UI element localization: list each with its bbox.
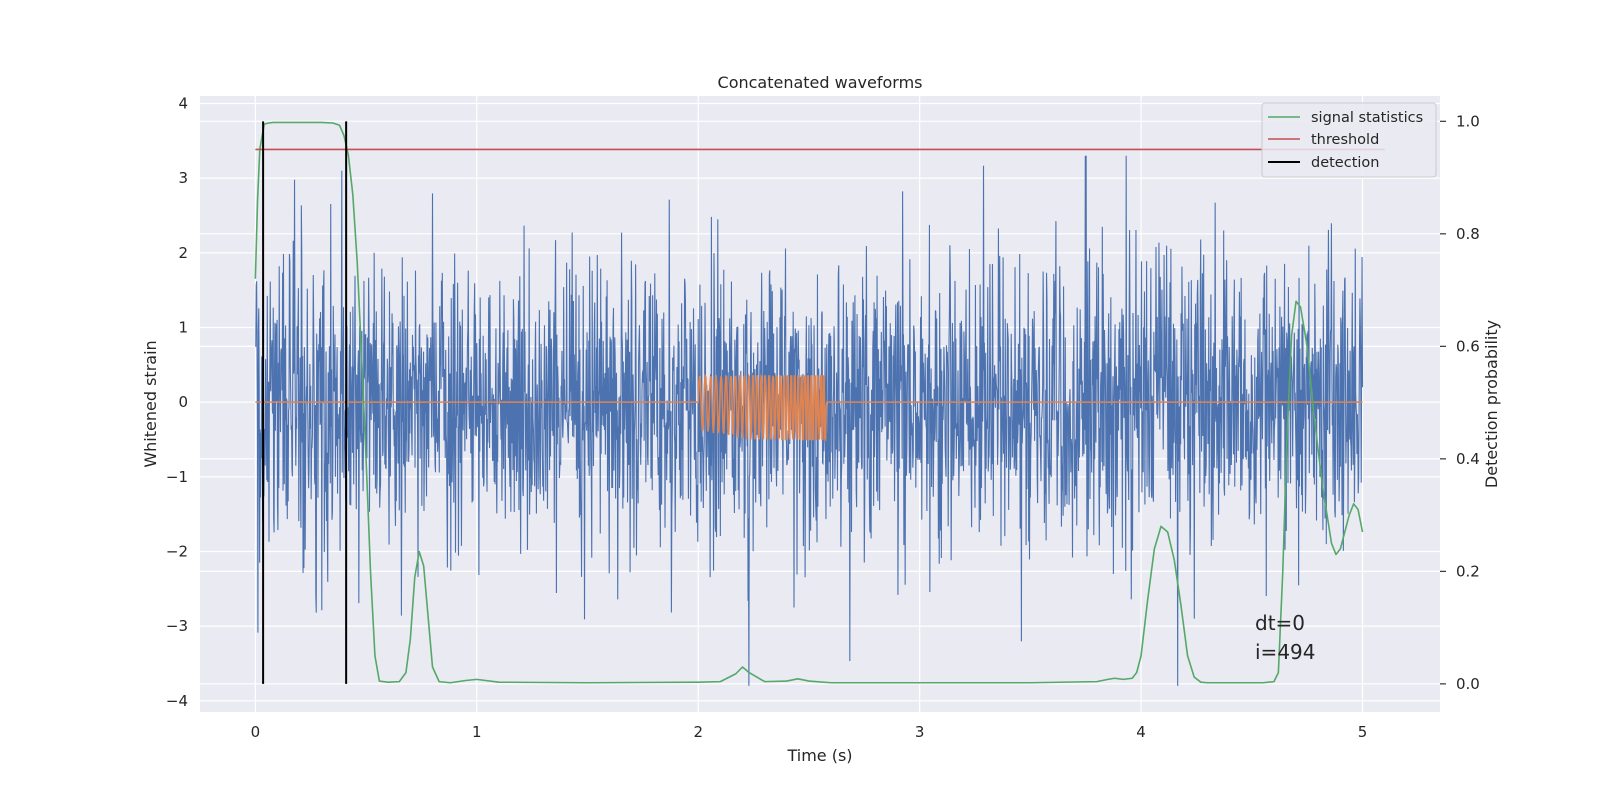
signal-statistics-series [254,121,1385,684]
template-series [255,373,1363,442]
annotation-dt: dt=0 [1255,611,1305,635]
y2-tick-label: 0.0 [1456,675,1480,693]
x-tick-label: 1 [472,723,482,741]
y-tick-label: −2 [166,542,188,560]
legend-label-detection: detection [1311,155,1379,171]
y2-tick-label: 0.8 [1456,225,1480,243]
legend-label-threshold: threshold [1311,132,1379,148]
legend-box [1261,102,1437,178]
x-tick-label: 5 [1358,723,1368,741]
x-tick-label: 3 [915,723,925,741]
x-tick-label: 2 [693,723,703,741]
y-tick-label: 2 [178,244,188,262]
x-tick-label: 0 [251,723,261,741]
legend-label-signal-statistics: signal statistics [1311,110,1423,126]
y2-tick-label: 0.6 [1456,337,1480,355]
template-line [255,373,1363,442]
y-tick-label: 0 [178,393,188,411]
legend: signal statistics threshold detection [1261,102,1437,178]
whitened-strain-series [255,155,1364,686]
y2-tick-label: 0.4 [1456,450,1480,468]
x-axis-label: Time (s) [786,746,852,765]
y2-tick-label: 1.0 [1456,112,1480,130]
y2-axis-label: Detection probability [1482,320,1501,488]
y-tick-label: 1 [178,318,188,336]
whitened-strain-line [255,155,1364,686]
annotation-index: i=494 [1255,640,1316,664]
y2-tick-label: 0.2 [1456,562,1480,580]
y-tick-label: −4 [166,692,188,710]
y-axis-label: Whitened strain [141,340,160,467]
y-tick-label: −1 [166,468,188,486]
y-tick-label: 4 [178,94,188,112]
y-tick-label: −3 [166,617,188,635]
signal-statistics-line [254,121,1364,684]
chart-title: Concatenated waveforms [718,73,923,92]
axis-ticks: 0 1 2 3 4 5 −4 −3 −2 −1 0 1 2 3 4 0.0 0.2 0.4 0.6 0.8 1.0 [166,94,1480,741]
x-tick-label: 4 [1136,723,1146,741]
y-tick-label: 3 [178,169,188,187]
